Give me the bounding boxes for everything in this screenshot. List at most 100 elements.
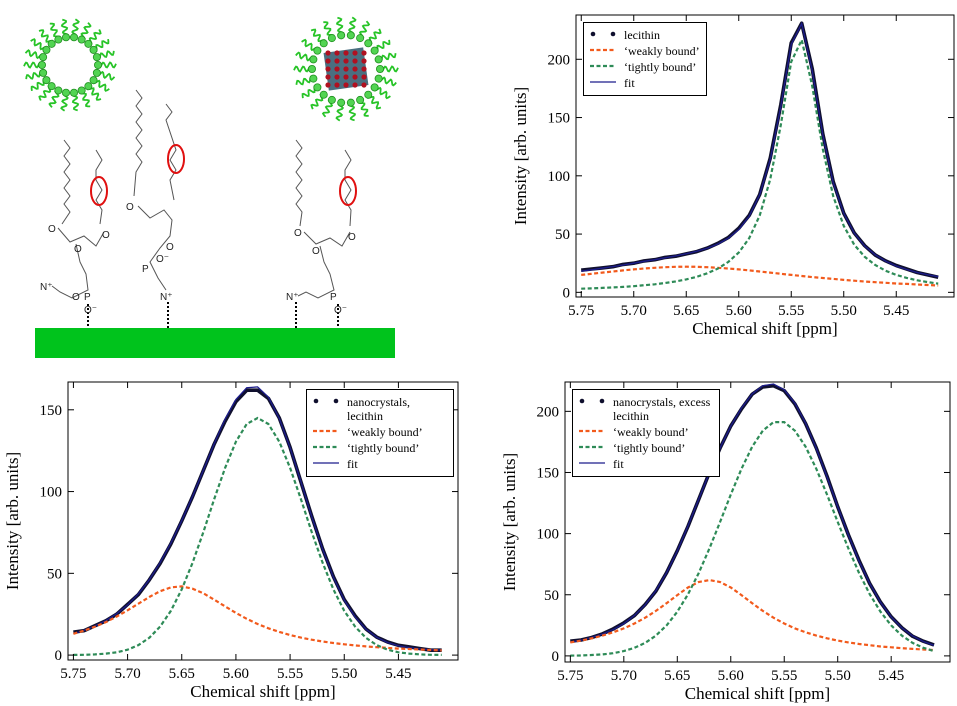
legend-label: fit <box>347 457 358 471</box>
lipid-head <box>94 61 103 70</box>
x-tick-label: 5.75 <box>568 303 594 319</box>
lipid-head <box>38 61 47 70</box>
nanocrystal-atom <box>343 50 349 56</box>
lipid-head <box>309 55 318 64</box>
plot: 5.75 5.70 5.65 5.60 5.55 5.50 5.45 0 50 100 150 200… <box>511 14 955 338</box>
legend-label: nanocrystals, lecithin <box>347 395 410 423</box>
legend-swatch <box>313 462 339 464</box>
lipid-head <box>307 65 316 74</box>
lipid-head <box>54 35 63 44</box>
legend-swatch <box>590 48 616 52</box>
legend-label: ‘tightly bound’ <box>613 441 686 455</box>
lipid-head <box>84 39 93 48</box>
lipid-head <box>92 53 101 62</box>
legend-entry: fit <box>311 457 447 471</box>
nanocrystal-atom <box>361 50 367 56</box>
atom: N⁺ <box>40 282 53 293</box>
legend-entry: ‘weakly bound’ <box>577 425 713 439</box>
atom: N⁺ <box>160 292 173 303</box>
lipid-head <box>42 76 51 85</box>
chain <box>133 89 143 197</box>
molecules <box>51 89 352 299</box>
lipid-head <box>356 95 365 104</box>
y-axis-label: Intensity [arb. units] <box>3 452 22 590</box>
legend-entry: ‘weakly bound’ <box>588 44 700 58</box>
x-tick-label: 5.50 <box>831 303 857 319</box>
legend-label: ‘weakly bound’ <box>613 425 689 439</box>
legend-label: nanocrystals, excess lecithin <box>613 395 711 423</box>
lipid-head <box>327 95 336 104</box>
lipid-head <box>89 45 98 54</box>
legend-dot <box>579 398 585 404</box>
legend-dot <box>590 31 596 37</box>
lipid-head <box>313 83 322 92</box>
series-line <box>73 585 442 652</box>
axes-frame <box>575 14 955 298</box>
nanocrystal-atom <box>352 50 358 56</box>
nanocrystal-atom <box>361 58 367 64</box>
chain <box>95 149 103 225</box>
anchors <box>87 302 339 328</box>
legend-swatch <box>579 462 605 464</box>
legend-label: ‘tightly bound’ <box>347 441 420 455</box>
nanocrystal-atom <box>352 58 358 64</box>
x-tick-label: 5.55 <box>778 303 804 319</box>
lipid-head <box>364 90 373 99</box>
plot: 5.75 5.70 5.65 5.60 5.55 5.50 5.45 0 50 100 150 200… <box>500 381 951 703</box>
atom: O <box>294 228 302 239</box>
y-tick-label: 100 <box>537 527 560 543</box>
legend-swatch <box>313 445 339 449</box>
micelle <box>23 18 117 112</box>
nanocrystal-atom <box>334 58 340 64</box>
y-tick-label: 100 <box>548 169 571 185</box>
marker <box>339 176 357 206</box>
lipid-head <box>77 86 86 95</box>
nanocrystal-atom <box>352 82 358 88</box>
atom: O⁻ <box>84 305 97 316</box>
atom: O <box>126 202 134 213</box>
lipid-head <box>356 34 365 43</box>
headgroup <box>297 245 335 299</box>
series-line <box>570 578 935 652</box>
y-tick-label: 100 <box>40 485 63 501</box>
legend-dot <box>313 398 319 404</box>
legend-entry: lecithin <box>588 28 700 42</box>
glycerol <box>57 227 105 247</box>
lipid-head <box>69 88 78 97</box>
nanocrystal-atom <box>352 66 358 72</box>
x-tick-label: 5.75 <box>60 666 86 682</box>
y-axis-label: Intensity [arb. units] <box>511 87 530 225</box>
series-line <box>73 416 442 656</box>
micelle <box>293 16 399 122</box>
legend-dot <box>599 398 605 404</box>
lipid-head <box>346 31 355 40</box>
marker <box>90 176 108 206</box>
atom: O <box>166 242 174 253</box>
nanocrystal-atom <box>325 66 331 72</box>
nanocrystal-atom <box>343 66 349 72</box>
axes-frame <box>67 381 459 661</box>
lipid-head <box>375 65 384 74</box>
lipid-head <box>370 83 379 92</box>
glycerol <box>137 205 173 291</box>
legend-label: ‘weakly bound’ <box>347 425 423 439</box>
atom: N⁺ <box>286 292 299 303</box>
y-tick-label: 150 <box>537 465 560 481</box>
legend-swatch <box>590 81 616 83</box>
series-line <box>581 36 939 290</box>
atom-labels: O O O O P O⁻ N⁺ O O P O⁻ N⁺ O O O P O⁻ N… <box>40 202 356 316</box>
y-tick-label: 200 <box>537 404 560 420</box>
chain <box>295 139 303 227</box>
lipid-head <box>313 46 322 55</box>
x-tick-label: 5.45 <box>385 666 411 682</box>
legend-dot <box>610 31 616 37</box>
series-line <box>570 383 935 647</box>
x-tick-label: 5.45 <box>883 303 909 319</box>
atom: P <box>330 292 337 303</box>
atom: O <box>102 230 110 241</box>
legend-entry: ‘tightly bound’ <box>577 441 713 455</box>
series-line <box>73 386 442 651</box>
axes-frame <box>564 381 951 663</box>
y-tick-label: 0 <box>55 648 63 664</box>
